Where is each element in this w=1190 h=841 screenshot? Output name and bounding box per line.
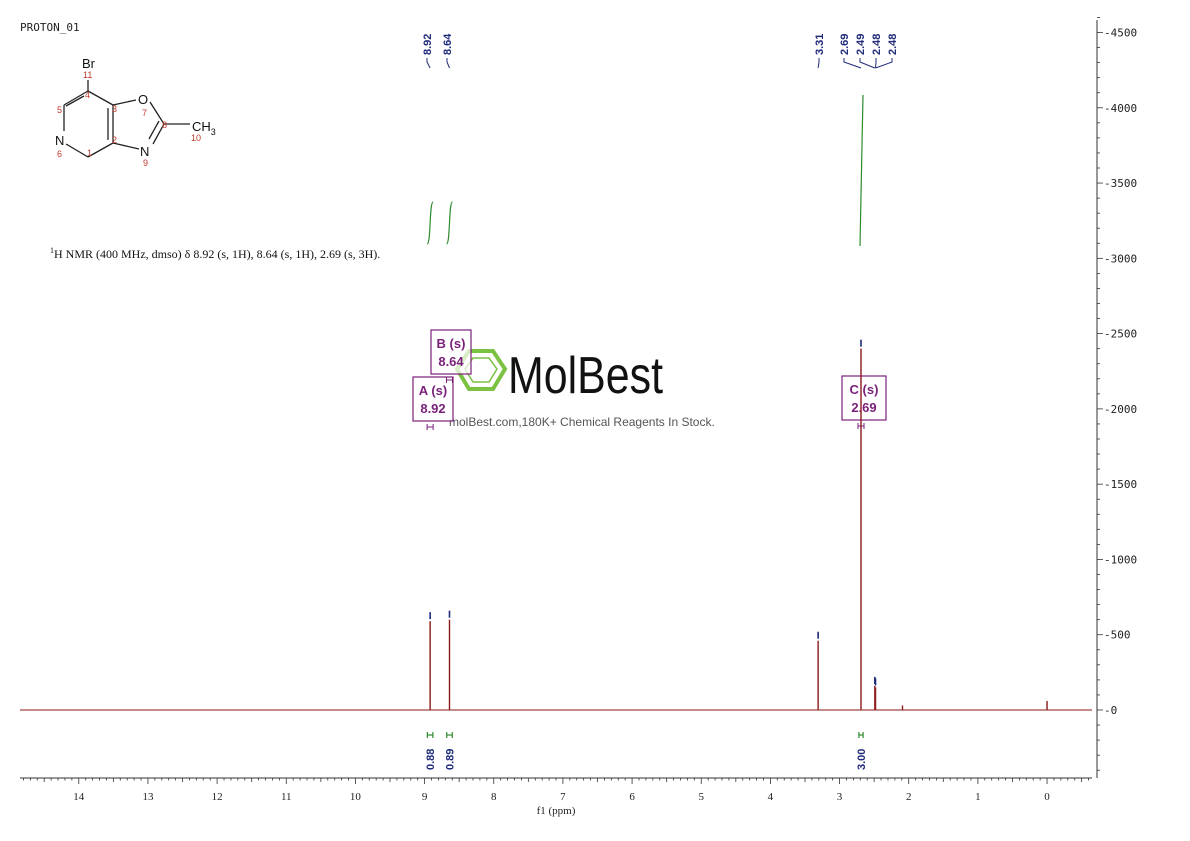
peak-label-connector [817, 58, 820, 69]
integral-curves [426, 94, 864, 247]
atom-number-3: 3 [112, 104, 117, 114]
y-tick-label: -2000 [1104, 403, 1137, 416]
x-tick-label: 7 [560, 791, 566, 803]
atom-number-1: 1 [87, 148, 92, 158]
atom-number-8: 8 [162, 120, 167, 130]
peak-label: 8.92 [422, 34, 434, 55]
molecule-atom-labels: Br O N N CH3 [55, 56, 216, 159]
peak-label-connector [426, 58, 431, 69]
y-tick-label: -4000 [1104, 102, 1137, 115]
watermark-brand: MolBest [508, 347, 663, 405]
integral-value: 0.88 [425, 749, 437, 770]
y-tick-label: -1500 [1104, 478, 1137, 491]
peak-label-connector [859, 58, 876, 69]
y-tick-label: -3500 [1104, 177, 1137, 190]
atom-number-7: 7 [142, 108, 147, 118]
peak-label-connector [843, 58, 862, 69]
peak-label: 2.48 [887, 34, 899, 55]
nmr-description: 1H NMR (400 MHz, dmso) δ 8.92 (s, 1H), 8… [50, 246, 380, 261]
multiplet-box [412, 376, 454, 422]
multiplet-shift: 8.92 [420, 401, 445, 416]
peak-labels: 8.92 8.64 3.31 2.69 2.49 2.48 2.48 [422, 33, 899, 69]
x-tick-label: 6 [629, 791, 635, 803]
peak-label: 2.48 [871, 34, 883, 55]
x-tick-label: 13 [142, 791, 154, 803]
x-tick-label: 4 [768, 791, 774, 803]
y-tick-label: -500 [1104, 629, 1131, 642]
x-tick-label: 10 [350, 791, 362, 803]
multiplet-name: A (s) [419, 383, 447, 398]
atom-ch3: CH3 [192, 119, 216, 137]
y-tick-label: -1000 [1104, 553, 1137, 566]
atom-number-9: 9 [143, 158, 148, 168]
multiplet-boxes: A (s) 8.92 B (s) 8.64 C (s) 2.69 [412, 329, 887, 430]
peak-label: 3.31 [814, 34, 826, 55]
x-tick-label: 0 [1044, 791, 1050, 803]
atom-number-10: 10 [191, 133, 201, 143]
multiplet-shift: 8.64 [438, 354, 464, 369]
atom-br: Br [82, 56, 96, 71]
y-tick-label: -4500 [1104, 27, 1137, 40]
multiplet-name: C (s) [850, 382, 879, 397]
multiplet-box [430, 329, 472, 375]
experiment-title: PROTON_01 [20, 21, 80, 34]
atom-n-oxazole: N [140, 144, 149, 159]
integral-bar: 0.88 0.89 3.00 [425, 732, 868, 770]
integral-value: 0.89 [444, 749, 456, 770]
x-axis-label: f1 (ppm) [537, 805, 576, 817]
atom-number-5: 5 [57, 105, 62, 115]
x-tick-label: 11 [281, 791, 292, 803]
atom-number-6: 6 [57, 149, 62, 159]
watermark-tagline: molBest.com,180K+ Chemical Reagents In S… [449, 415, 715, 429]
atom-number-11: 11 [83, 70, 92, 80]
peak-label-connector [875, 58, 893, 69]
multiplet-tick [445, 377, 453, 383]
x-tick-label: 8 [491, 791, 497, 803]
spectrum-trace [20, 339, 1092, 711]
integral-curve [859, 94, 864, 247]
integral-curve [445, 201, 454, 245]
peak-label: 8.64 [442, 33, 454, 55]
x-tick-label: 1 [975, 791, 981, 803]
integral-value: 3.00 [856, 749, 868, 770]
chart-axes: 14 13 12 11 10 9 8 7 6 5 4 3 2 1 0-4500-4000-3500-3000… [20, 17, 1137, 803]
peak-label-connector [446, 58, 450, 69]
x-tick-label: 2 [906, 791, 912, 803]
y-tick-label: -0 [1104, 704, 1117, 717]
watermark: MolBest molBest.com,180K+ Chemical Reage… [449, 347, 715, 429]
atom-number-2: 2 [112, 135, 117, 145]
x-tick-label: 9 [422, 791, 428, 803]
atom-n-ring: N [55, 133, 64, 148]
y-tick-label: -2500 [1104, 328, 1137, 341]
multiplet-shift: 2.69 [851, 400, 876, 415]
multiplet-tick [426, 424, 434, 430]
atom-number-4: 4 [85, 90, 90, 100]
peak-label: 2.49 [855, 34, 867, 55]
x-tick-label: 12 [212, 791, 223, 803]
multiplet-name: B (s) [437, 336, 466, 351]
integral-curve [426, 201, 434, 245]
x-tick-label: 5 [698, 791, 704, 803]
atom-o: O [138, 92, 148, 107]
x-tick-label: 14 [73, 791, 85, 803]
peak-label: 2.69 [839, 34, 851, 55]
molecule-atom-numbers: 1 2 3 4 5 6 7 8 9 10 11 [57, 70, 201, 168]
y-tick-label: -3000 [1104, 252, 1137, 265]
x-tick-label: 3 [837, 791, 843, 803]
molecule-structure [63, 80, 190, 158]
multiplet-box [841, 375, 887, 421]
